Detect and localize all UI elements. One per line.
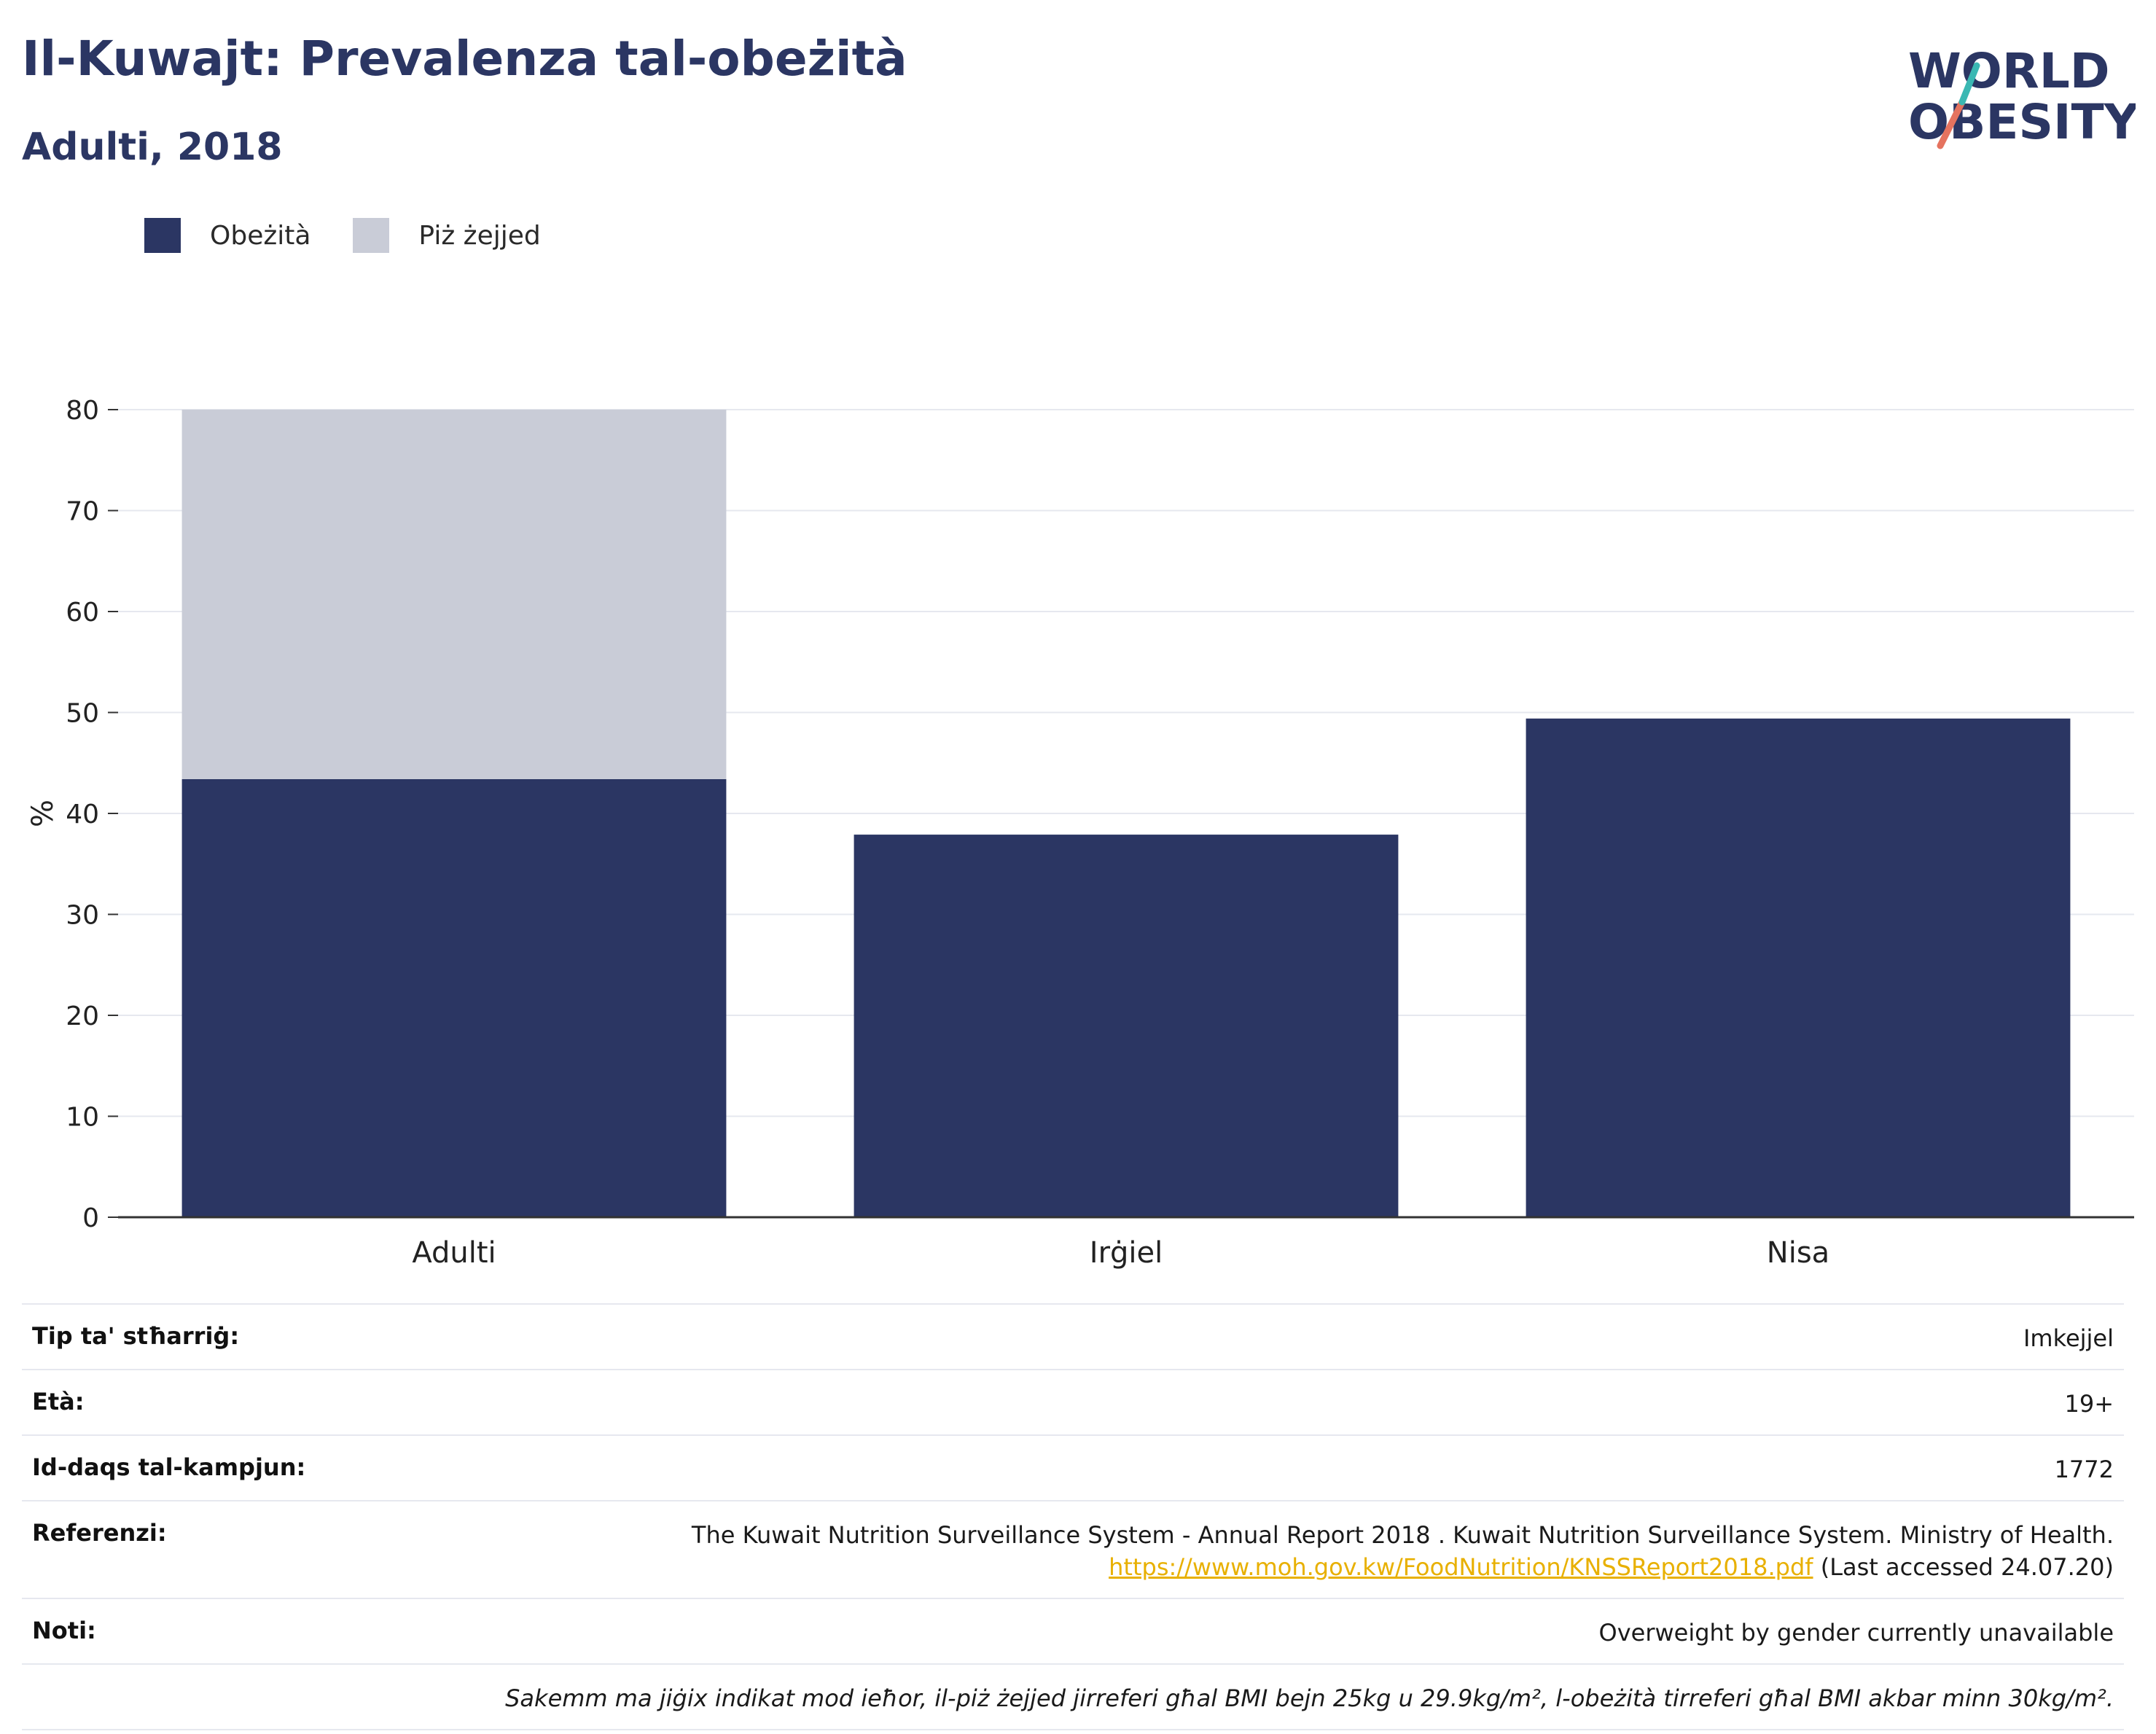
info-row-footnote: Sakemm ma jiġix indikat mod ieħor, il-pi…: [22, 1663, 2124, 1730]
footnote: Sakemm ma jiġix indikat mod ieħor, il-pi…: [505, 1684, 2114, 1712]
chart-legend: Obeżità Piż żejjed: [144, 217, 583, 254]
y-tick-label: 70: [66, 497, 99, 527]
y-tick-label: 20: [66, 1001, 99, 1031]
y-tick-label: 80: [66, 396, 99, 426]
x-tick-label: Nisa: [1767, 1236, 1829, 1270]
reference-accessed: (Last accessed 24.07.20): [1820, 1553, 2114, 1581]
notes-label: Noti:: [32, 1617, 96, 1644]
sample-size-value: 1772: [2054, 1456, 2114, 1483]
reference-link[interactable]: https://www.moh.gov.kw/FoodNutrition/KNS…: [1109, 1553, 1813, 1581]
info-row-survey-type: Tip ta' stħarriġ: Imkejjel: [22, 1303, 2124, 1369]
references-label: Referenzi:: [32, 1519, 167, 1547]
notes-value: Overweight by gender currently unavailab…: [1598, 1619, 2114, 1647]
age-label: Età:: [32, 1388, 85, 1415]
bar-obesity-0: [181, 778, 727, 1217]
legend-swatch-obesity: [144, 218, 181, 253]
references-value: The Kuwait Nutrition Surveillance System…: [692, 1519, 2114, 1583]
y-tick-label: 50: [66, 699, 99, 729]
y-tick-label: 40: [66, 800, 99, 829]
info-row-references: Referenzi: The Kuwait Nutrition Surveill…: [22, 1500, 2124, 1598]
legend-item-overweight: Piż żejjed: [353, 218, 541, 253]
y-tick-label: 10: [66, 1103, 99, 1133]
x-tick-label: Irġiel: [1090, 1236, 1163, 1270]
reference-text: The Kuwait Nutrition Surveillance System…: [691, 1521, 2114, 1549]
y-axis-label: %: [26, 800, 60, 827]
y-tick-label: 30: [66, 901, 99, 931]
survey-type-label: Tip ta' stħarriġ:: [32, 1322, 240, 1350]
legend-item-obesity: Obeżità: [144, 218, 310, 253]
bar-chart: 0 10 20 30 40 50 60 70 80 Adulti Irġiel Nisa%: [26, 396, 2134, 1270]
logo-slash-coral: [1937, 98, 1966, 149]
bar-overweight-0: [181, 410, 727, 779]
x-tick-label: Adulti: [412, 1236, 496, 1270]
age-value: 19+: [2064, 1390, 2114, 1418]
info-table: Tip ta' stħarriġ: Imkejjel Età: 19+ Id-d…: [22, 1303, 2124, 1730]
logo-line-1: WORLD: [1908, 43, 2110, 99]
logo-slash-teal: [1958, 62, 1980, 106]
y-tick-label: 60: [66, 598, 99, 628]
bar-obesity-1: [854, 835, 1399, 1217]
info-row-age: Età: 19+: [22, 1369, 2124, 1434]
legend-label-overweight: Piż żejjed: [418, 220, 541, 251]
legend-swatch-overweight: [353, 218, 390, 253]
legend-label-obesity: Obeżità: [210, 220, 311, 251]
page-subtitle: Adulti, 2018: [22, 125, 283, 169]
page-title: Il-Kuwajt: Prevalenza tal-obeżità: [22, 31, 907, 87]
sample-size-label: Id-daqs tal-kampjun:: [32, 1453, 306, 1481]
info-row-sample-size: Id-daqs tal-kampjun: 1772: [22, 1434, 2124, 1500]
info-row-notes: Noti: Overweight by gender currently una…: [22, 1598, 2124, 1663]
survey-type-value: Imkejjel: [2023, 1324, 2114, 1352]
world-obesity-logo: WORLD OBESITY: [1908, 43, 2136, 150]
bar-obesity-2: [1526, 718, 2071, 1217]
y-tick-label: 0: [82, 1203, 99, 1233]
